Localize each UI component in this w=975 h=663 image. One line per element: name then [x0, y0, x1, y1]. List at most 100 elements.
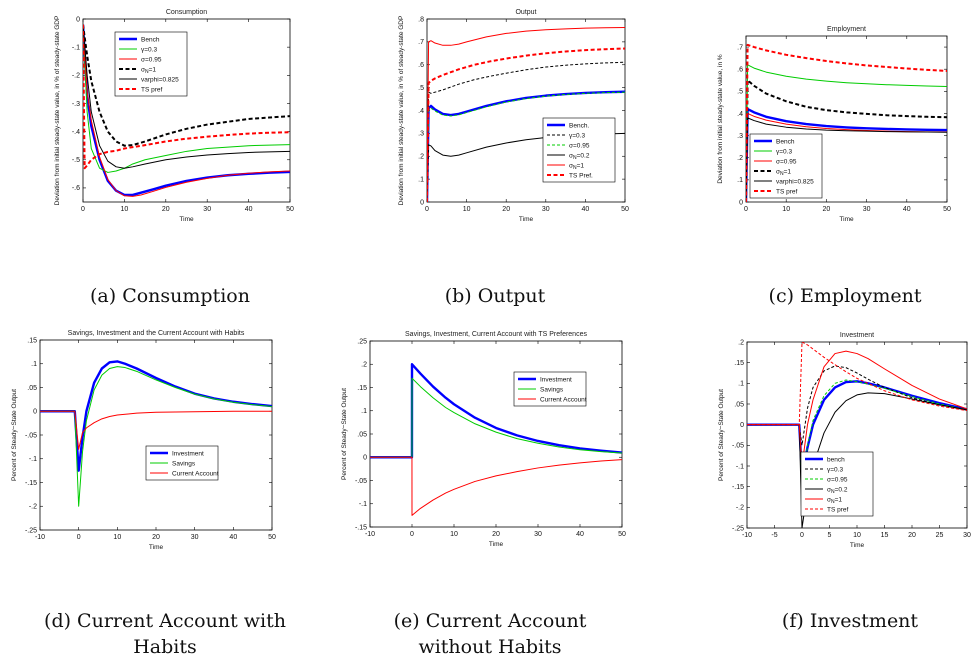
y-tick-label: -.6: [72, 185, 80, 192]
legend-box: [114, 31, 188, 97]
y-tick-label: .1: [361, 408, 367, 415]
series-line-2: [427, 91, 625, 202]
x-tick-label: 40: [229, 534, 237, 541]
x-tick-label: 20: [908, 532, 916, 539]
chart-ca-habits: Savings, Investment and the Current Acco…: [0, 320, 325, 560]
y-tick-label: .2: [361, 362, 367, 369]
series-line-2: [370, 456, 622, 516]
x-tick-label: 40: [576, 531, 584, 538]
x-axis-label: Time: [850, 542, 865, 549]
x-tick-label: 10: [853, 532, 861, 539]
y-tick-label: 0: [740, 422, 744, 429]
legend-label: TS pref: [827, 506, 849, 513]
y-tick-label: 0: [739, 199, 743, 206]
y-tick-label: .2: [738, 339, 744, 346]
legend-label: σN=1: [827, 496, 842, 505]
chart-consumption: Consumption 0 10 20 30 40 50 -.6 -.5 -.4 -.3 -.2 -.1…: [0, 0, 325, 240]
legend-label: σN=1: [776, 168, 791, 177]
y-tick-label: .15: [734, 360, 744, 367]
y-tick-label: -.25: [732, 525, 744, 532]
chart-consumption-svg: Consumption 0 10 20 30 40 50 -.6 -.5 -.4 -.3 -.2 -.1…: [54, 9, 294, 223]
y-tick-label: -.2: [29, 504, 37, 511]
y-tick-label: -.05: [25, 432, 37, 439]
legend-label: σ=0.95: [776, 158, 797, 165]
x-tick-label: 30: [534, 531, 542, 538]
series-line-5: [83, 24, 290, 170]
x-tick-label: 0: [744, 206, 748, 213]
x-tick-label: 20: [823, 206, 831, 213]
y-axis-label: Percent of Steady−State Output: [718, 389, 725, 481]
series-line-2: [40, 410, 272, 450]
legend-label: Current Account: [172, 470, 219, 477]
y-tick-label: -.2: [736, 505, 744, 512]
series-line-1: [746, 64, 947, 202]
series-line-4: [427, 26, 625, 202]
chart-ca-ts: Savings, Investment, Current Account wit…: [325, 320, 650, 560]
x-axis-label: Time: [519, 216, 534, 223]
y-tick-label: .7: [737, 44, 743, 51]
series-line-0: [427, 90, 625, 202]
y-tick-label: 0: [363, 455, 367, 462]
chart-employment-svg: Employment 0 10 20 30 40 50 0 .1 .2 .3 .4 .5 .6 .7 Time…: [717, 26, 951, 223]
plot-frame: [369, 340, 623, 528]
x-tick-label: 10: [463, 206, 471, 213]
x-tick-label: 50: [286, 206, 294, 213]
y-tick-label: .5: [418, 85, 424, 92]
x-tick-label: 20: [162, 206, 170, 213]
y-tick-label: .1: [738, 381, 744, 388]
x-tick-label: 10: [121, 206, 129, 213]
series-line-5: [746, 43, 947, 202]
x-tick-label: 10: [450, 531, 458, 538]
plot-frame: [39, 339, 273, 531]
x-tick-label: 50: [618, 531, 626, 538]
legend: Investment Savings Current Account: [513, 371, 587, 407]
x-tick-label: 5: [828, 532, 832, 539]
series-line-4: [746, 117, 947, 202]
x-tick-label: 0: [81, 206, 85, 213]
x-tick-label: 20: [492, 531, 500, 538]
legend-label: TS pref: [776, 188, 798, 195]
y-tick-label: .6: [418, 62, 424, 69]
y-tick-label: -.15: [25, 480, 37, 487]
series-line-1: [40, 366, 272, 507]
series-line-1: [747, 365, 967, 446]
y-tick-label: .2: [418, 154, 424, 161]
legend-label: bench: [827, 456, 845, 463]
y-tick-label: -.2: [72, 73, 80, 80]
chart-employment: Employment 0 10 20 30 40 50 0 .1 .2 .3 .4 .5 .6 .7 Time…: [650, 0, 975, 240]
legend: Investment Savings Current Account: [145, 445, 219, 481]
legend-label: Bench: [776, 138, 795, 145]
series-line-0: [370, 363, 622, 459]
caption-c: (c) Employment: [768, 285, 922, 307]
x-axis-label: Time: [179, 216, 194, 223]
legend-label: Savings: [172, 460, 196, 467]
series-line-2: [83, 24, 290, 197]
y-tick-label: .4: [737, 111, 743, 118]
y-tick-label: .5: [737, 89, 743, 96]
y-axis-label: Deviation from initial steady-state valu…: [717, 54, 724, 184]
chart-investment-svg: Investment -10 -5 0 5 10 15 20 25 30 -.25 -.2 -.15 -.…: [718, 332, 971, 549]
legend-label: σN=0.2: [827, 486, 848, 495]
y-tick-label: .05: [357, 431, 367, 438]
legend-label: σ=0.95: [569, 142, 590, 149]
y-axis-label: Deviation from initial steady-state valu…: [398, 16, 405, 206]
y-tick-label: -.1: [359, 501, 367, 508]
y-tick-label: .25: [357, 338, 367, 345]
chart-output: Output 0 10 20 30 40 50 0 .1 .2 .3 .4 .5 .6 .7 .8 Time De…: [325, 0, 650, 240]
legend-label: Investment: [172, 450, 204, 457]
legend-box: [542, 117, 616, 183]
legend-label: γ=0.3: [569, 132, 585, 139]
x-tick-label: 0: [425, 206, 429, 213]
x-axis-label: Time: [489, 541, 504, 548]
y-tick-label: 0: [33, 409, 37, 416]
y-tick-label: -.15: [732, 484, 744, 491]
x-tick-label: 0: [77, 534, 81, 541]
x-tick-label: -10: [35, 534, 45, 541]
y-tick-label: .2: [737, 155, 743, 162]
x-tick-label: 30: [203, 206, 211, 213]
y-tick-label: -.05: [732, 443, 744, 450]
chart-title: Investment: [840, 332, 874, 339]
x-tick-label: 50: [621, 206, 629, 213]
y-tick-label: 0: [420, 199, 424, 206]
